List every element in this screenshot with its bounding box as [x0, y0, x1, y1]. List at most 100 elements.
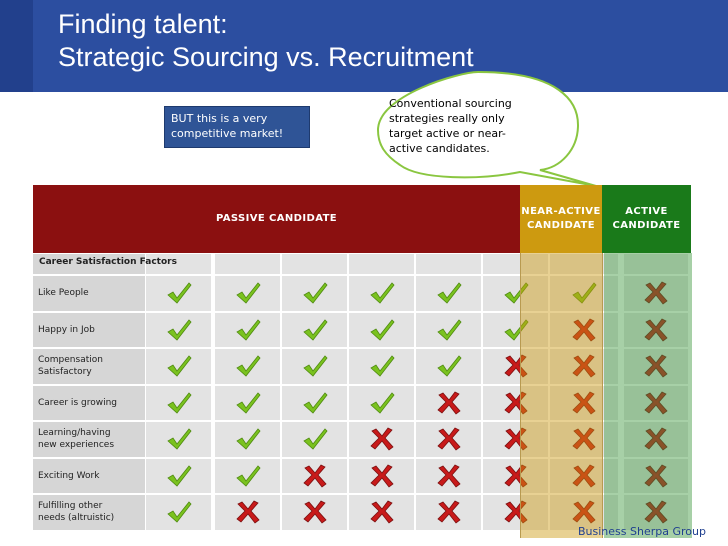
mark-cell-background: [215, 312, 280, 347]
no-mark-cell: [549, 422, 619, 457]
check-icon: [302, 282, 328, 304]
yes-mark-cell: [214, 276, 281, 311]
table-row-background: [33, 275, 691, 312]
no-mark-cell: [623, 313, 689, 348]
title-band: [0, 0, 728, 92]
label-cell-background: [33, 312, 145, 347]
no-mark-cell: [482, 495, 549, 530]
check-icon: [166, 392, 192, 414]
header-active-line-1: ACTIVE: [625, 206, 668, 217]
yes-mark-cell: [415, 313, 482, 348]
footer-brand: Business Sherpa Group: [578, 525, 706, 538]
mark-cell-background: [624, 254, 688, 274]
factor-label: Fulfilling other needs (altruistic): [33, 495, 145, 530]
cross-icon: [503, 427, 528, 451]
mark-cell-background: [146, 458, 211, 493]
yes-mark-cell: [214, 349, 281, 384]
yes-mark-cell: [281, 386, 348, 421]
cross-icon: [572, 464, 596, 488]
callout-line-1: BUT this is a very: [171, 112, 268, 125]
no-mark-cell: [549, 459, 619, 494]
factor-label-line-2: new experiences: [38, 440, 115, 451]
cross-icon: [644, 500, 668, 524]
cross-icon: [572, 500, 596, 524]
check-icon: [302, 355, 328, 377]
cross-icon: [644, 281, 668, 305]
no-mark-cell: [549, 349, 619, 384]
cross-icon: [503, 354, 528, 378]
check-icon: [235, 319, 261, 341]
no-mark-cell: [549, 495, 619, 530]
bubble-line-3: target active or near-: [389, 127, 506, 140]
table-row-background: [33, 385, 691, 422]
yes-mark-cell: [145, 386, 212, 421]
check-icon: [235, 355, 261, 377]
yes-mark-cell: [348, 276, 415, 311]
mark-cell-background: [215, 349, 280, 384]
cross-icon: [302, 464, 327, 488]
mark-cell-background: [349, 254, 414, 274]
check-icon: [369, 282, 395, 304]
check-icon: [166, 501, 192, 523]
no-mark-cell: [482, 422, 549, 457]
cross-icon: [436, 391, 461, 415]
mark-cell-background: [146, 349, 211, 384]
active-column-highlight: [604, 253, 692, 538]
factor-label: Compensation Satisfactory: [33, 349, 145, 384]
check-icon: [166, 319, 192, 341]
mark-cell-background: [416, 276, 481, 311]
mark-cell-background: [550, 276, 618, 311]
label-cell-background: [33, 385, 145, 420]
cross-icon: [503, 391, 528, 415]
cross-icon: [503, 464, 528, 488]
mark-cell-background: [483, 276, 548, 311]
no-mark-cell: [482, 349, 549, 384]
no-mark-cell: [415, 459, 482, 494]
factor-label-line-1: Compensation: [38, 355, 103, 366]
yes-mark-cell: [214, 386, 281, 421]
no-mark-cell: [214, 495, 281, 530]
yes-mark-cell: [214, 459, 281, 494]
factor-label: Exciting Work: [33, 459, 145, 494]
no-mark-cell: [415, 386, 482, 421]
yes-mark-cell: [348, 386, 415, 421]
speech-bubble-text: Conventional sourcing strategies really …: [389, 96, 539, 156]
check-icon: [436, 355, 462, 377]
mark-cell-background: [416, 312, 481, 347]
no-mark-cell: [549, 313, 619, 348]
cross-icon: [572, 354, 596, 378]
check-icon: [572, 282, 597, 304]
yes-mark-cell: [482, 276, 549, 311]
yes-mark-cell: [482, 313, 549, 348]
factor-label-line-1: Fulfilling other: [38, 501, 103, 512]
mark-cell-background: [146, 276, 211, 311]
mark-cell-background: [215, 422, 280, 457]
check-icon: [166, 465, 192, 487]
factor-label-line-1: Happy in Job: [38, 324, 95, 335]
yes-mark-cell: [145, 495, 212, 530]
no-mark-cell: [623, 386, 689, 421]
header-near-active-line-2: CANDIDATE: [526, 220, 595, 231]
label-cell-background: [33, 254, 145, 274]
mark-cell-background: [146, 312, 211, 347]
no-mark-cell: [348, 459, 415, 494]
yes-mark-cell: [214, 313, 281, 348]
factor-label: Learning/having new experiences: [33, 422, 145, 457]
table-row-background: [33, 458, 691, 495]
mark-cell-background: [146, 385, 211, 420]
label-cell-background: [33, 458, 145, 493]
cross-icon: [369, 500, 394, 524]
mark-cell-background: [146, 495, 211, 530]
yes-mark-cell: [549, 276, 619, 311]
yes-mark-cell: [281, 422, 348, 457]
factor-label-line-2: needs (altruistic): [38, 513, 115, 524]
no-mark-cell: [415, 495, 482, 530]
mark-cell-background: [550, 254, 618, 274]
mark-cell-background: [146, 422, 211, 457]
header-passive-candidate: PASSIVE CANDIDATE: [33, 185, 520, 253]
mark-cell-background: [483, 254, 548, 274]
factor-label-line-1: Like People: [38, 288, 89, 299]
no-mark-cell: [348, 495, 415, 530]
factor-label-line-1: Exciting Work: [38, 470, 100, 481]
header-passive-label: PASSIVE CANDIDATE: [215, 213, 338, 224]
